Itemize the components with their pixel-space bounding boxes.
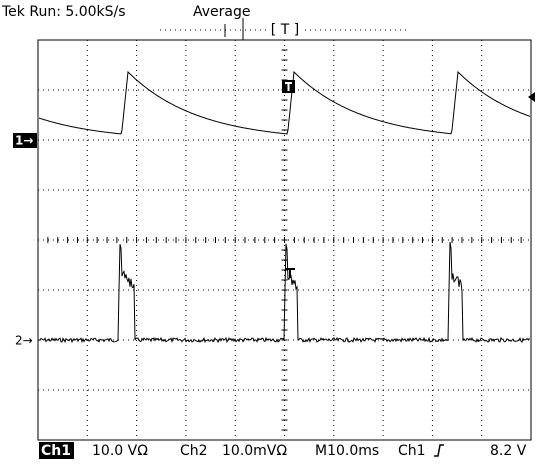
- ch1-label-bg: [39, 442, 74, 459]
- ch1-marker: 1→: [15, 134, 33, 148]
- ch2-trigger-glyph: [285, 268, 295, 278]
- trigger-position: [ T ]: [271, 22, 299, 38]
- acquisition-mode: Average: [193, 4, 251, 20]
- ch1-marker-bg: [13, 133, 37, 148]
- trigger-level: 8.2 V: [490, 443, 527, 459]
- trigger-label-bg: [268, 22, 302, 38]
- trigger-marker-glyph: [285, 82, 292, 91]
- acquisition-status: Tek Run: 5.00kS/s: [1, 4, 126, 20]
- ch2-scale: 10.0mVΩ: [222, 443, 287, 459]
- channel-1-trace: [38, 70, 531, 135]
- ch1-label: Ch1: [41, 443, 71, 459]
- ch1-scale: 10.0 VΩ: [92, 443, 148, 459]
- graticule: [37, 39, 532, 441]
- ch2-marker: 2→: [15, 334, 33, 348]
- trigger-source: Ch1: [398, 443, 426, 459]
- trigger-slope: [434, 444, 444, 457]
- ch2-label: Ch2: [180, 443, 208, 459]
- channel-2-trace: [38, 241, 530, 344]
- trigger-level-arrow: [528, 92, 535, 102]
- timebase: M10.0ms: [315, 443, 379, 459]
